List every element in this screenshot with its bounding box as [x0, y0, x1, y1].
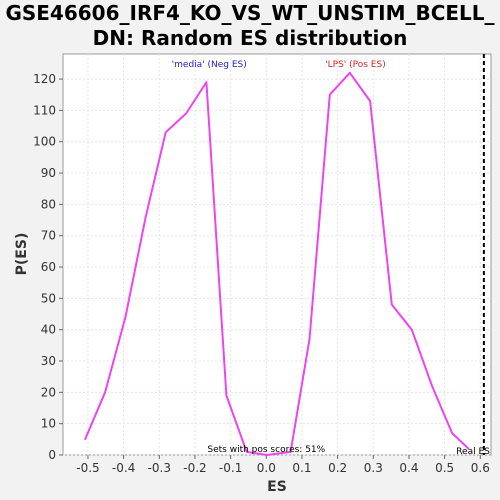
- data-point: [467, 447, 470, 450]
- real-es-label: Real ES: [456, 447, 490, 457]
- y-tick-label: 20: [41, 385, 56, 399]
- pos-es-label: 'LPS' (Pos ES): [325, 60, 386, 70]
- data-point: [369, 100, 371, 102]
- y-tick-label: 40: [41, 323, 56, 337]
- chart-title-line-1: GSE46606_IRF4_KO_VS_WT_UNSTIM_BCELL_: [5, 1, 495, 25]
- data-point: [124, 316, 127, 318]
- x-tick-label: 0.4: [399, 461, 418, 475]
- data-point: [84, 438, 86, 441]
- neg-es-label: 'media' (Neg ES): [172, 60, 247, 70]
- chart-title: GSE46606_IRF4_KO_VS_WT_UNSTIM_BCELL_ DN:…: [0, 1, 500, 51]
- y-tick-label: 120: [33, 72, 56, 86]
- data-point: [431, 385, 433, 387]
- data-point: [348, 71, 351, 74]
- x-tick-label: 0.3: [364, 461, 383, 475]
- x-tick-label: -0.3: [148, 461, 171, 475]
- data-point: [289, 451, 292, 453]
- y-tick-label: 0: [48, 448, 56, 462]
- y-tick-label: 90: [41, 166, 56, 180]
- data-point: [144, 216, 147, 218]
- x-tick-label: 0.2: [328, 461, 347, 475]
- data-point: [245, 451, 248, 453]
- x-tick-label: 0.1: [292, 461, 311, 475]
- y-tick-label: 70: [41, 229, 56, 243]
- x-axis-label: ES: [267, 479, 287, 495]
- x-tick-label: -0.1: [219, 461, 242, 475]
- x-tick-label: -0.2: [183, 461, 206, 475]
- y-axis-ticks: 0 10 20 30 40 50 60 70 80 90 100 110 120: [33, 72, 63, 462]
- data-point: [391, 303, 393, 306]
- data-point: [451, 432, 453, 434]
- y-tick-label: 10: [41, 417, 56, 431]
- plot-area: [62, 53, 492, 456]
- series-line: [84, 71, 470, 456]
- y-axis-label: P(ES): [14, 233, 30, 276]
- data-point: [266, 454, 268, 456]
- data-point: [308, 338, 311, 340]
- data-point: [205, 81, 208, 83]
- x-axis-ticks: -0.5 -0.4 -0.3 -0.2 -0.1 0.0 0.1 0.2 0.3 0.4 0.5 0.…: [76, 455, 490, 475]
- x-tick-label: 0.5: [435, 461, 454, 475]
- chart-title-line-2: DN: Random ES distribution: [92, 26, 408, 50]
- data-point: [225, 394, 228, 397]
- y-tick-label: 30: [41, 354, 56, 368]
- x-tick-label: 0.6: [471, 461, 490, 475]
- x-tick-label: -0.5: [76, 461, 99, 475]
- sets-pos-scores-text: Sets with pos scores: 51%: [207, 445, 325, 455]
- annotations: 'media' (Neg ES) 'LPS' (Pos ES) Sets wit…: [172, 54, 490, 457]
- data-point: [328, 93, 331, 96]
- data-point: [411, 328, 413, 331]
- x-tick-label: 0.0: [257, 461, 276, 475]
- data-point: [104, 391, 106, 394]
- data-point: [185, 112, 187, 115]
- x-tick-label: -0.4: [112, 461, 135, 475]
- y-tick-label: 60: [41, 260, 56, 274]
- y-tick-label: 110: [33, 103, 56, 117]
- data-point: [164, 131, 167, 134]
- y-tick-label: 50: [41, 291, 56, 305]
- series-group: [84, 71, 470, 456]
- y-tick-label: 100: [33, 135, 56, 149]
- y-tick-label: 80: [41, 197, 56, 211]
- grid-lines: [63, 54, 491, 456]
